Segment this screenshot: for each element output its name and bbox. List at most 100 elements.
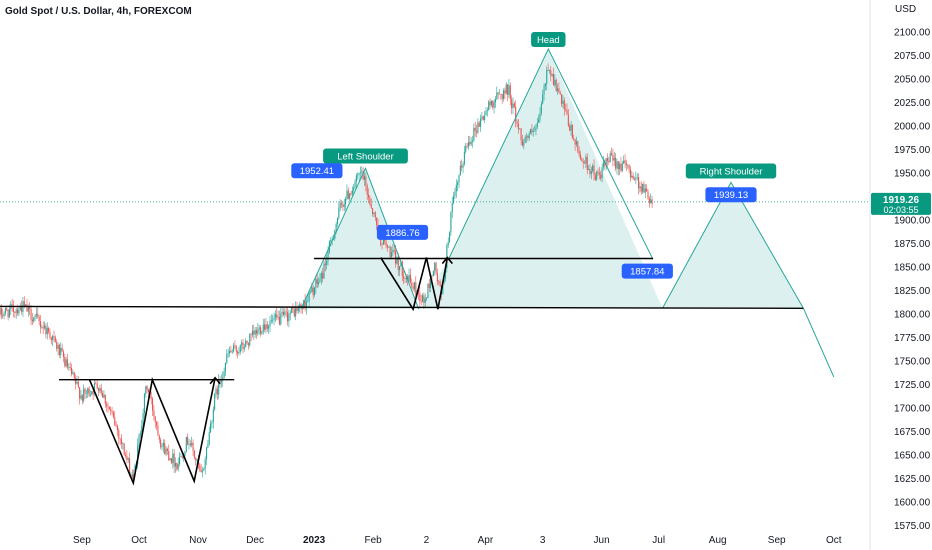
candle-body	[466, 145, 468, 147]
candle-body	[415, 282, 417, 296]
candle-body	[270, 320, 272, 322]
annotation-badge	[323, 148, 408, 164]
candle-body	[277, 316, 279, 318]
candle-body	[503, 90, 505, 99]
candle-body	[523, 142, 525, 146]
candle-body	[640, 186, 642, 192]
candle-body	[226, 353, 228, 363]
candle-body	[428, 283, 430, 288]
candle-body	[444, 267, 447, 279]
candle-body	[33, 317, 35, 322]
time-axis[interactable]: Sep Oct Nov Dec 2023 Feb 2 Apr 3 Jun Jul Aug Sep Oct	[73, 535, 842, 546]
candle-body	[482, 116, 484, 120]
pattern-triangle-3	[662, 181, 804, 309]
candle-body	[250, 334, 252, 335]
price-axis[interactable]: 1575.00 1600.00 1625.00 1650.00 1675.00 1700.…	[869, 0, 931, 550]
candle-body	[158, 435, 160, 440]
annotation-label: 1857.84	[630, 267, 664, 278]
candle-body	[224, 362, 226, 372]
candle-body	[212, 409, 214, 423]
candle-body	[150, 396, 152, 399]
candle-body	[527, 136, 529, 139]
candle-body	[64, 356, 66, 367]
candle-body	[15, 309, 17, 313]
x-tick-label: Oct	[131, 535, 147, 546]
candle-body	[467, 142, 469, 147]
candle-body	[459, 165, 461, 176]
candle-body	[30, 309, 32, 320]
candle-body	[18, 309, 20, 314]
candle-body	[363, 176, 366, 180]
candle-body	[434, 262, 436, 271]
candle-body	[407, 276, 409, 281]
candle-body	[257, 329, 259, 334]
y-tick-label: 1725.00	[894, 380, 931, 391]
candle-body	[200, 469, 202, 473]
candle-body	[76, 381, 78, 384]
candle-body	[118, 430, 120, 439]
candle-body	[524, 136, 526, 143]
y-tick-label: 2075.00	[894, 51, 931, 62]
candle-body	[601, 167, 603, 179]
y-tick-label: 2050.00	[894, 75, 931, 86]
y-tick-label: 1825.00	[894, 286, 931, 297]
candle-body	[341, 203, 343, 205]
candle-body	[389, 246, 391, 258]
candle-body	[91, 391, 93, 395]
candle-body	[278, 316, 280, 325]
candle-body	[335, 223, 337, 231]
candle-body	[432, 270, 434, 276]
candle-body	[88, 388, 90, 396]
candle-body	[52, 336, 54, 341]
candle-body	[488, 101, 490, 111]
candle-body	[365, 176, 367, 186]
candle-body	[37, 313, 39, 318]
candle-body	[296, 307, 298, 311]
candle-body	[619, 163, 621, 170]
candle-body	[589, 169, 591, 175]
candle-body	[359, 172, 361, 174]
candle-body	[104, 394, 106, 404]
candle-body	[636, 177, 638, 179]
candle-body	[369, 197, 371, 205]
candle-body	[293, 309, 295, 317]
candle-body	[143, 393, 145, 414]
candle-body	[384, 238, 386, 242]
candle-body	[409, 274, 411, 283]
candle-body	[14, 311, 16, 313]
candle-body	[376, 217, 378, 225]
candle-body	[455, 185, 457, 192]
candle-body	[216, 388, 218, 395]
candle-body	[493, 102, 495, 108]
candle-body	[45, 325, 47, 335]
candle-body	[54, 337, 56, 342]
annotation-badge	[376, 224, 429, 240]
double-bottom-w-pattern	[88, 376, 216, 486]
candle-body	[504, 90, 506, 94]
candle-body	[172, 453, 174, 463]
candle-body	[336, 217, 339, 224]
candle-body	[133, 473, 135, 480]
candle-body	[320, 273, 322, 279]
candle-body	[632, 175, 634, 180]
candle-body	[235, 345, 237, 352]
candle-body	[21, 305, 23, 312]
candle-body	[161, 446, 163, 448]
candle-body	[26, 304, 28, 312]
candle-body	[99, 388, 101, 392]
candle-body	[600, 174, 602, 179]
candle-body	[188, 443, 190, 445]
candle-body	[164, 443, 166, 455]
candle-body	[633, 179, 636, 180]
candle-body	[509, 85, 511, 99]
candle-body	[382, 238, 384, 245]
candle-body	[417, 290, 420, 294]
candle-body	[548, 70, 550, 71]
candle-body	[338, 207, 340, 218]
candle-body	[211, 422, 213, 424]
candle-body	[399, 266, 401, 271]
candle-body	[532, 130, 534, 133]
candle-body	[540, 103, 542, 114]
